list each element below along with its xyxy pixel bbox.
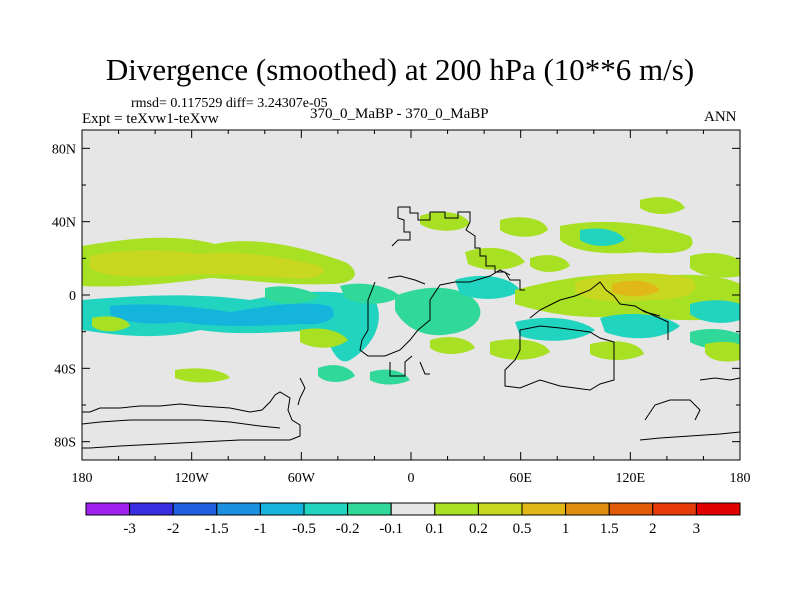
contour-region <box>530 255 570 272</box>
y-tick-label: 40S <box>54 362 76 377</box>
colorbar-box <box>565 502 610 516</box>
contour-region <box>705 341 740 362</box>
colorbar-label: -2 <box>167 521 180 537</box>
season-label: ANN <box>704 109 737 125</box>
y-tick-label: 80S <box>54 436 76 451</box>
contour-region <box>430 337 475 354</box>
colorbar-label: -3 <box>123 521 136 537</box>
colorbar-box <box>390 502 436 516</box>
x-tick-label: 120E <box>616 471 646 486</box>
colorbar-label: -0.5 <box>292 521 316 537</box>
colorbar-box <box>477 502 523 516</box>
colorbar-box <box>434 502 479 516</box>
colorbar-box <box>347 502 392 516</box>
contour-region <box>318 365 355 382</box>
x-tick-label: 0 <box>408 471 415 486</box>
coastline <box>387 275 426 285</box>
continent-outlines <box>82 206 740 449</box>
contour-region <box>515 317 595 341</box>
coastline <box>398 206 525 291</box>
colorbar-box <box>259 502 305 516</box>
x-tick-label: 180 <box>730 471 751 486</box>
contour-region <box>640 197 685 214</box>
contour-region <box>395 287 481 336</box>
x-tick-label: 120W <box>175 471 210 486</box>
coastline <box>297 377 306 406</box>
coastline <box>699 377 740 381</box>
contour-region <box>580 228 625 246</box>
coastline <box>389 355 413 377</box>
coastline <box>82 419 281 429</box>
coastline <box>391 207 411 247</box>
coastline <box>644 399 701 421</box>
colorbar-label: -0.2 <box>336 521 360 537</box>
contour-region <box>500 217 548 237</box>
coastline <box>359 269 511 357</box>
case-label: 370_0_MaBP - 370_0_MaBP <box>310 106 489 122</box>
chart-title: Divergence (smoothed) at 200 hPa (10**6 … <box>105 52 695 87</box>
contour-region <box>265 286 320 304</box>
contour-region <box>90 250 324 279</box>
coastline <box>641 309 669 340</box>
expt-label: Expt = teXvw1-teXvw <box>82 111 219 127</box>
colorbar-label: 0.1 <box>425 521 444 537</box>
contour-region <box>612 280 660 297</box>
contour-fills <box>82 197 740 385</box>
colorbar-box <box>695 502 741 516</box>
colorbar-label: 0.5 <box>513 521 532 537</box>
colorbar-label: 2 <box>649 521 657 537</box>
y-tick-label: 40N <box>52 216 76 231</box>
colorbar-box <box>129 502 174 516</box>
colorbar-label: 0.2 <box>469 521 488 537</box>
contour-region <box>690 253 740 278</box>
contour-region <box>690 300 740 323</box>
colorbar-label: 1 <box>562 521 570 537</box>
x-tick-label: 60W <box>288 471 316 486</box>
colorbar-label: 1.5 <box>600 521 619 537</box>
colorbar-label: -0.1 <box>379 521 403 537</box>
y-tick-label: 80N <box>52 142 76 157</box>
coastline <box>529 281 661 319</box>
colorbar-box <box>652 502 697 516</box>
coastline <box>82 391 301 449</box>
colorbar-box <box>172 502 218 516</box>
coastline <box>419 361 430 375</box>
coastline <box>639 431 740 441</box>
x-tick-label: 60E <box>509 471 532 486</box>
contour-region <box>590 341 644 360</box>
contour-region <box>110 303 334 326</box>
colorbar-box <box>216 502 261 516</box>
contour-region <box>92 316 130 332</box>
colorbar-label: 3 <box>693 521 701 537</box>
y-tick-label: 0 <box>69 289 76 304</box>
contour-region <box>175 368 230 383</box>
colorbar: -3 -2 -1.5 -1 -0.5 -0.2 -0.1 0.1 0.2 0.5 1 1.5 2 3 <box>85 502 741 537</box>
contour-region <box>600 313 680 339</box>
contour-region <box>370 369 410 385</box>
y-axis-ticks: 80N 40N 0 40S 80S <box>52 142 740 451</box>
stats-label: rmsd= 0.117529 diff= 3.24307e-05 <box>131 96 328 111</box>
contour-region <box>300 328 348 348</box>
x-axis-ticks: 180 120W 60W 0 60E 120E 180 <box>72 130 751 486</box>
colorbar-box <box>608 502 654 516</box>
colorbar-label: -1 <box>254 521 267 537</box>
colorbar-box <box>521 502 567 516</box>
coastline <box>504 325 615 391</box>
x-tick-label: 180 <box>72 471 93 486</box>
colorbar-box <box>303 502 349 516</box>
colorbar-box <box>85 502 131 516</box>
colorbar-label: -1.5 <box>205 521 229 537</box>
